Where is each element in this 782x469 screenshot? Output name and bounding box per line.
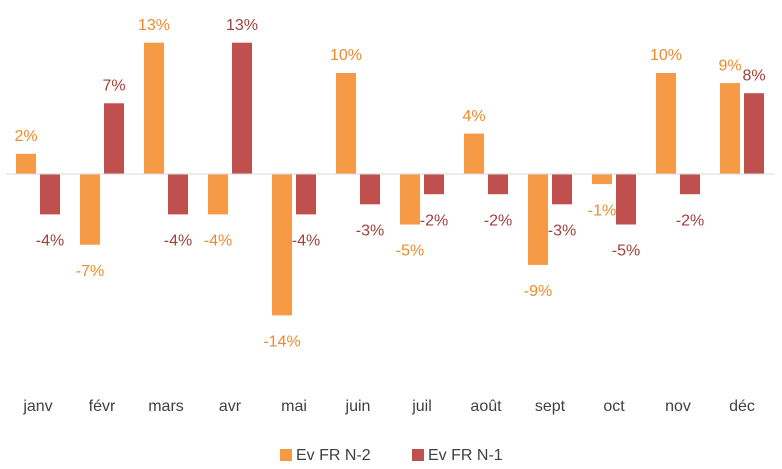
- bar: [232, 42, 252, 175]
- data-label: 7%: [102, 78, 125, 95]
- x-tick-label: déc: [729, 398, 755, 415]
- x-tick-label: juil: [411, 398, 432, 415]
- bar: [488, 174, 508, 195]
- data-label: -5%: [612, 243, 640, 260]
- x-tick-label: mai: [281, 398, 307, 415]
- bar: [720, 83, 740, 174]
- x-tick-label: janv: [22, 398, 52, 415]
- bar: [336, 73, 356, 174]
- data-label: -4%: [164, 233, 192, 250]
- data-label: -3%: [356, 223, 384, 240]
- data-label: 10%: [330, 47, 362, 64]
- x-tick-label: août: [470, 398, 502, 415]
- data-label: 4%: [462, 108, 485, 125]
- bar: [680, 174, 700, 195]
- bar: [592, 174, 612, 185]
- legend-label: Ev FR N-1: [428, 447, 503, 464]
- bar: [744, 93, 764, 174]
- data-label: -2%: [676, 212, 704, 229]
- bar: [208, 174, 228, 215]
- legend-swatch: [280, 449, 292, 461]
- data-label: -2%: [420, 212, 448, 229]
- bar: [424, 174, 444, 195]
- bar: [360, 174, 380, 205]
- bar: [528, 174, 548, 265]
- bar: [616, 174, 636, 225]
- bar: [16, 153, 36, 174]
- x-tick-label: sept: [535, 398, 566, 415]
- bar: [272, 174, 292, 316]
- x-tick-label: nov: [665, 398, 691, 415]
- data-label: -4%: [204, 233, 232, 250]
- bar: [168, 174, 188, 215]
- bar: [656, 73, 676, 174]
- data-label: 8%: [742, 67, 765, 84]
- bar: [40, 174, 60, 215]
- legend-swatch: [412, 449, 424, 461]
- data-label: -4%: [292, 233, 320, 250]
- bar: [144, 42, 164, 175]
- legend-label: Ev FR N-2: [296, 447, 371, 464]
- bar: [296, 174, 316, 215]
- bar: [552, 174, 572, 205]
- data-label: -3%: [548, 223, 576, 240]
- data-label: 13%: [138, 17, 170, 34]
- bar: [104, 103, 124, 174]
- bar: [400, 174, 420, 225]
- data-label: -2%: [484, 212, 512, 229]
- data-label: -9%: [524, 283, 552, 300]
- x-tick-label: févr: [89, 398, 116, 415]
- x-tick-label: avr: [219, 398, 242, 415]
- data-label: 10%: [650, 47, 682, 64]
- bar: [80, 174, 100, 245]
- x-tick-label: mars: [148, 398, 184, 415]
- data-label: 13%: [226, 17, 258, 34]
- bar: [464, 133, 484, 174]
- data-label: -14%: [263, 334, 300, 351]
- data-label: -5%: [396, 243, 424, 260]
- data-label: 2%: [14, 128, 37, 145]
- data-label: -4%: [36, 233, 64, 250]
- x-tick-label: oct: [603, 398, 625, 415]
- data-label: -1%: [588, 202, 616, 219]
- data-label: -7%: [76, 263, 104, 280]
- x-tick-label: juin: [345, 398, 371, 415]
- data-label: 9%: [718, 57, 741, 74]
